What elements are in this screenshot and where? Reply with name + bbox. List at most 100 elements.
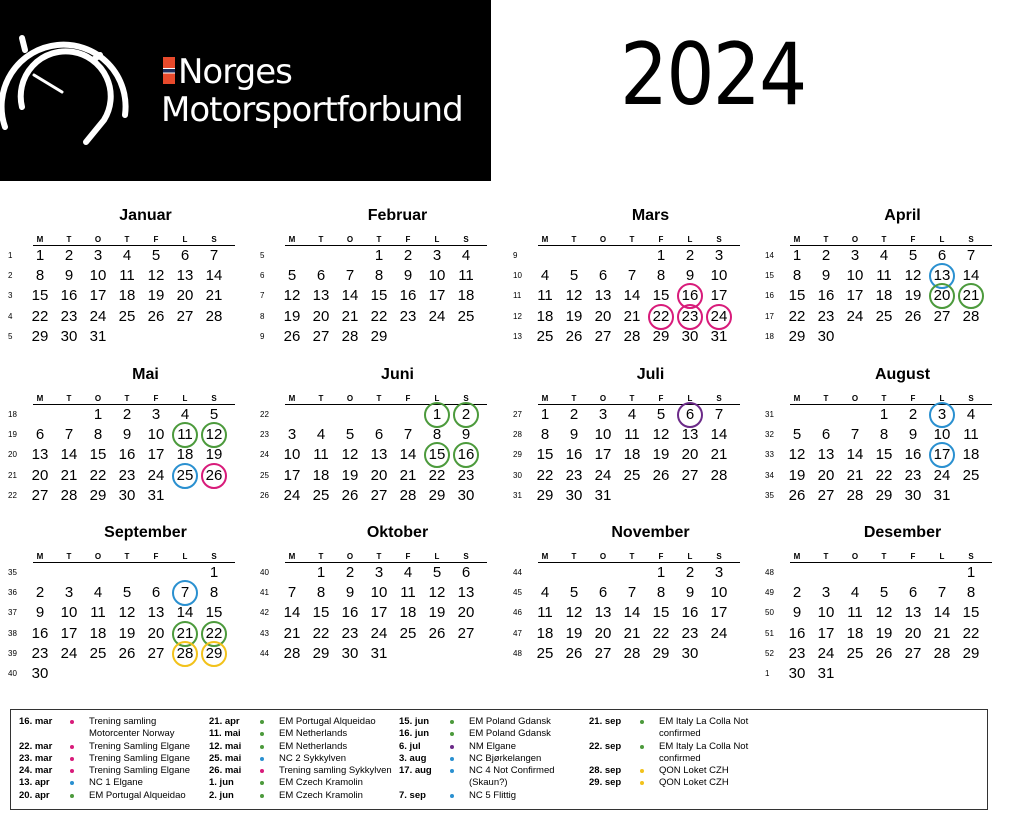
legend-text: EM Czech Kramolin: [279, 789, 363, 801]
day-cell: 2: [821, 247, 831, 264]
week-number: 9: [513, 251, 518, 260]
event-dot-icon: [70, 756, 74, 761]
day-cell: 2: [685, 247, 695, 264]
day-cell: 26: [652, 466, 670, 484]
weekday-header: O: [851, 235, 859, 244]
day-cell: 20: [31, 466, 49, 484]
day-cell: 10: [817, 604, 835, 622]
weekday-header: T: [66, 235, 72, 244]
legend-text: EM Netherlands: [279, 740, 348, 752]
day-cell: 27: [147, 644, 165, 662]
day-cell: 3: [93, 247, 103, 264]
legend-date: 21. apr: [209, 716, 240, 727]
legend-item: 11. mai EM Netherlands: [209, 728, 394, 740]
week-number: 52: [765, 648, 774, 658]
day-cell: 8: [374, 267, 384, 285]
weekday-header: T: [124, 394, 130, 403]
week-number: 7: [260, 291, 265, 301]
day-cell: 1: [93, 406, 103, 423]
day-cell: 2: [403, 247, 413, 264]
week-number: 26: [260, 490, 269, 500]
day-cell: 18: [536, 624, 554, 642]
weekday-header: F: [658, 394, 664, 403]
day-cell: 22: [875, 466, 893, 484]
event-dot-icon: [450, 769, 454, 774]
day-cell: 17: [428, 287, 446, 305]
day-cell: 27: [933, 307, 951, 325]
day-cell: 18: [118, 287, 136, 305]
day-cell: 10: [89, 267, 107, 285]
weekday-header: F: [405, 235, 411, 244]
weekday-header: O: [599, 394, 607, 403]
day-cell: 18: [312, 466, 330, 484]
day-cell: 16: [60, 287, 78, 305]
day-cell: 7: [287, 584, 297, 602]
week-number: 15: [765, 271, 774, 281]
day-cell: 10: [60, 604, 78, 622]
weekday-header: T: [881, 394, 887, 403]
weekday-header: L: [687, 235, 693, 244]
legend-date: 24. mar: [19, 765, 53, 777]
day-cell: 21: [933, 624, 951, 642]
day-cell: 10: [846, 267, 864, 285]
day-cell: 27: [457, 624, 475, 642]
day-cell: 5: [656, 406, 666, 423]
weekday-header: T: [823, 552, 829, 561]
day-cell: 8: [432, 426, 442, 444]
weekday-header: T: [124, 235, 130, 244]
day-cell: 19: [283, 307, 301, 325]
marked-day: 29: [201, 640, 227, 667]
weekday-header: O: [851, 552, 859, 561]
day-cell: 17: [283, 466, 301, 484]
weekday-header: S: [716, 552, 722, 561]
week-number: 29: [513, 450, 522, 460]
day-cell: 9: [461, 426, 471, 444]
day-cell: 6: [151, 584, 161, 602]
day-cell: 30: [31, 665, 49, 682]
day-cell: 29: [962, 644, 980, 662]
event-dot-icon: [260, 769, 264, 774]
day-cell: 1: [374, 247, 384, 264]
day-cell: 6: [35, 426, 45, 444]
event-dot-icon: [640, 781, 644, 786]
legend-text: Trening samling Sykkylven: [279, 765, 392, 777]
day-cell: 3: [374, 564, 384, 581]
marked-day: 16: [453, 442, 479, 469]
month-name: April: [884, 207, 921, 224]
day-cell: 4: [316, 426, 326, 444]
day-cell: 17: [370, 604, 388, 622]
weekday-header: O: [851, 394, 859, 403]
week-number: 16: [765, 291, 774, 301]
day-cell: 3: [714, 247, 724, 264]
month-name: Desember: [863, 524, 942, 541]
month-name: Mai: [132, 366, 159, 383]
month-name: Oktober: [366, 524, 429, 541]
day-cell: 24: [594, 466, 612, 484]
day-cell: 6: [598, 584, 608, 602]
week-number: 19: [8, 430, 17, 440]
legend-date: 15. jun: [399, 716, 430, 727]
day-cell: 25: [536, 644, 554, 662]
day-cell: 4: [966, 406, 976, 423]
weekday-header: M: [793, 552, 801, 561]
event-dot-icon: [70, 793, 74, 798]
day-cell: 14: [933, 604, 951, 622]
day-cell: 18: [623, 446, 641, 464]
day-cell: 16: [904, 446, 922, 464]
event-dot-icon: [70, 720, 74, 724]
weekday-header: T: [318, 394, 324, 403]
day-cell: 23: [788, 644, 806, 662]
day-cell: 16: [788, 624, 806, 642]
day-cell: 10: [147, 426, 165, 444]
day-cell: 1: [879, 406, 889, 423]
weekday-header: S: [463, 552, 469, 561]
week-number: 46: [513, 608, 522, 618]
weekday-header: T: [629, 235, 635, 244]
day-cell: 30: [681, 644, 699, 662]
month-mars: Mars M T O T F L S 9 10 11 12 13 1 2 3 4 5 6 7 8 9 10 11 12 13 14 1…: [513, 207, 758, 357]
day-cell: 25: [875, 307, 893, 325]
legend-date: 13. apr: [19, 777, 50, 789]
legend-item: 21. sep EM Italy La Colla Not confirmed: [589, 716, 749, 741]
weekday-header: F: [658, 552, 664, 561]
day-cell: 10: [594, 426, 612, 444]
